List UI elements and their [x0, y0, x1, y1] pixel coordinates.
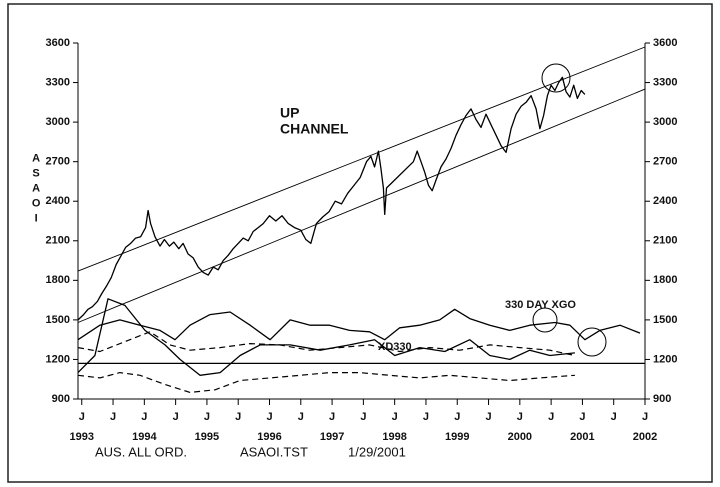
x-tick-label: J	[579, 411, 585, 423]
x-tick-label: J	[298, 411, 304, 423]
y-tick-label: 900	[52, 393, 70, 405]
y-tick-label: 2700	[46, 156, 70, 168]
x-tick-label: J	[266, 411, 272, 423]
x-tick-label: J	[611, 411, 617, 423]
y-tick-label: 3600	[653, 37, 677, 49]
y-tick-label: 2100	[46, 235, 70, 247]
x-tick-label: J	[141, 411, 147, 423]
x-tick-label: J	[642, 411, 648, 423]
series-line	[77, 46, 646, 272]
y-tick-label: 3300	[46, 76, 70, 88]
annotation: CHANNEL	[280, 121, 349, 137]
y-tick-label: 2400	[46, 195, 70, 207]
x-tick-label: J	[235, 411, 241, 423]
year-label: 2002	[633, 431, 657, 443]
x-tick-label: J	[485, 411, 491, 423]
y-tick-label: 3000	[653, 116, 677, 128]
highlight-circle	[541, 63, 571, 93]
x-tick-label: J	[392, 411, 398, 423]
y-tick-label: 900	[653, 393, 671, 405]
series-line	[77, 372, 575, 393]
series-line	[77, 308, 641, 341]
y-tick-label: 3000	[46, 116, 70, 128]
y-tick-label: 1500	[653, 314, 677, 326]
highlight-circle	[577, 327, 607, 357]
year-label: 1996	[257, 431, 281, 443]
y-tick-label: 1500	[46, 314, 70, 326]
x-tick-label: J	[454, 411, 460, 423]
series-line	[77, 331, 576, 357]
x-tick-label: J	[548, 411, 554, 423]
x-tick-label: J	[110, 411, 116, 423]
x-tick-label: J	[79, 411, 85, 423]
x-tick-label: J	[173, 411, 179, 423]
y-tick-label: 2400	[653, 195, 677, 207]
year-label: 1994	[132, 431, 157, 443]
footer-text: 1/29/2001	[348, 444, 406, 459]
year-label: 1993	[70, 431, 94, 443]
y-tick-label: 3300	[653, 76, 677, 88]
y-tick-label: 2100	[653, 235, 677, 247]
year-label: 1998	[382, 431, 406, 443]
annotation: XD330	[378, 341, 412, 353]
annotation: 330 DAY XGO	[505, 299, 576, 311]
y-tick-label: 1800	[46, 274, 70, 286]
footer-text: ASAOI.TST	[240, 444, 308, 459]
x-tick-label: J	[329, 411, 335, 423]
x-tick-label: J	[423, 411, 429, 423]
series-line	[77, 88, 646, 323]
year-label: 1997	[320, 431, 344, 443]
y-tick-label: 2700	[653, 156, 677, 168]
year-label: 2000	[508, 431, 532, 443]
y-tick-label: 3600	[46, 37, 70, 49]
x-tick-label: J	[360, 411, 366, 423]
series-line	[77, 298, 575, 376]
y-tick-label: 1800	[653, 274, 677, 286]
year-label: 1995	[195, 431, 219, 443]
y-tick-label: 1200	[46, 353, 70, 365]
year-label: 2001	[570, 431, 594, 443]
frame	[7, 3, 713, 483]
x-tick-label: J	[204, 411, 210, 423]
y-tick-label: 1200	[653, 353, 677, 365]
footer-text: AUS. ALL ORD.	[95, 444, 187, 459]
y-axis-label: ASAOI	[30, 153, 42, 228]
year-label: 1999	[445, 431, 469, 443]
series-line	[77, 76, 586, 321]
x-tick-label: J	[517, 411, 523, 423]
highlight-circle	[532, 307, 558, 333]
annotation: UP	[280, 105, 299, 121]
